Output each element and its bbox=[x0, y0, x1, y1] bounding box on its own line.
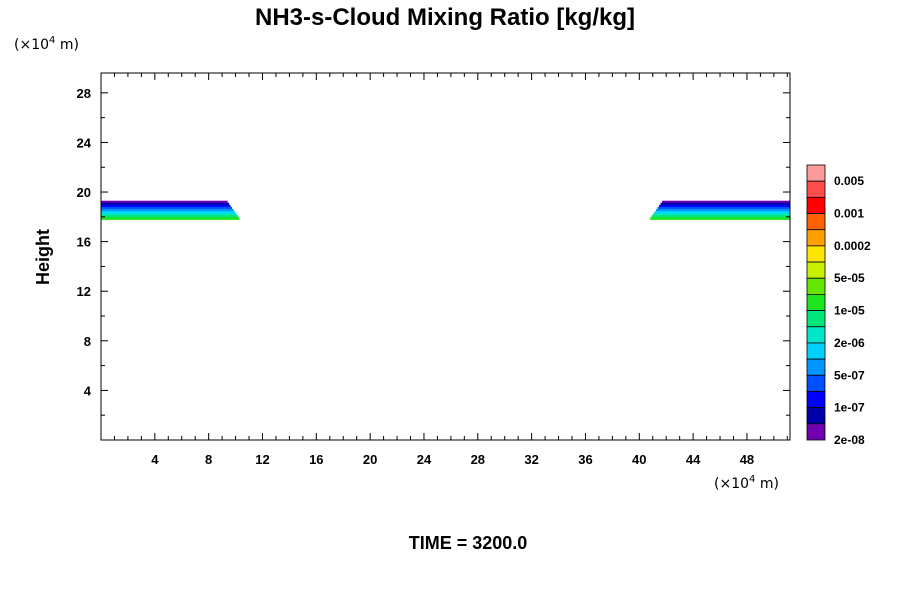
colorbar-swatch bbox=[806, 213, 826, 231]
cloud-band bbox=[657, 206, 790, 210]
colorbar-swatch bbox=[806, 358, 826, 376]
cloud-band bbox=[101, 204, 231, 208]
colorbar-swatch bbox=[806, 180, 826, 198]
cloud-region-left bbox=[101, 200, 240, 220]
colorbar-swatch bbox=[806, 196, 826, 214]
colorbar-swatch bbox=[806, 277, 826, 295]
cloud-band bbox=[101, 211, 236, 214]
colorbar-label: 0.001 bbox=[834, 207, 864, 221]
x-tick-label: 40 bbox=[632, 452, 646, 467]
y-tick-label: 28 bbox=[77, 86, 91, 101]
colorbar-swatch bbox=[806, 229, 826, 247]
colorbar-label: 0.0002 bbox=[834, 239, 871, 253]
y-axis-unit: (×104 m) bbox=[14, 35, 79, 53]
y-axis-label: Height bbox=[33, 229, 53, 285]
y-tick-label: 16 bbox=[77, 235, 91, 250]
colorbar-swatch bbox=[806, 261, 826, 279]
colorbar-swatch bbox=[806, 391, 826, 409]
colorbar-swatch bbox=[806, 294, 826, 311]
x-axis-unit: (×104 m) bbox=[714, 474, 779, 492]
x-tick-label: 28 bbox=[471, 452, 485, 467]
cloud-region-right bbox=[650, 200, 790, 220]
x-tick-label: 8 bbox=[205, 452, 212, 467]
colorbar-label: 5e-07 bbox=[834, 368, 865, 382]
x-tick-label: 4 bbox=[151, 452, 159, 467]
x-tick-label: 20 bbox=[363, 452, 377, 467]
cloud-band bbox=[654, 211, 790, 214]
colorbar-label: 2e-06 bbox=[834, 336, 865, 350]
colorbar-swatch bbox=[806, 245, 826, 263]
colorbar-swatch bbox=[806, 423, 826, 441]
colorbar-swatch bbox=[806, 374, 826, 392]
cloud-band bbox=[101, 200, 228, 204]
plot-frame bbox=[100, 72, 791, 441]
y-tick-label: 24 bbox=[77, 135, 92, 150]
cloud-band bbox=[660, 202, 790, 206]
colorbar-swatch bbox=[806, 326, 826, 344]
x-tick-label: 36 bbox=[578, 452, 592, 467]
chart-title: NH3-s-Cloud Mixing Ratio [kg/kg] bbox=[255, 4, 635, 31]
colorbar-swatch bbox=[806, 407, 826, 425]
colorbar-label: 5e-05 bbox=[834, 271, 865, 285]
x-tick-label: 16 bbox=[309, 452, 323, 467]
colorbar-swatch bbox=[806, 164, 826, 182]
cloud-band bbox=[662, 200, 790, 204]
colorbar-swatch bbox=[806, 342, 826, 360]
cloud-band bbox=[650, 217, 790, 220]
y-tick-label: 8 bbox=[84, 334, 91, 349]
x-tick-label: 32 bbox=[524, 452, 538, 467]
cloud-band bbox=[101, 217, 240, 220]
x-tick-label: 48 bbox=[740, 452, 754, 467]
y-tick-label: 12 bbox=[77, 284, 91, 299]
colorbar-label: 1e-07 bbox=[834, 401, 865, 415]
cloud-band bbox=[101, 215, 239, 218]
cloud-band bbox=[101, 202, 230, 206]
colorbar-swatch bbox=[806, 310, 826, 328]
cloud-band bbox=[101, 208, 234, 212]
cloud-band bbox=[651, 215, 790, 218]
colorbar: 0.005 0.001 0.0002 5e-05 1e-05 2e-06 5e-07 1e-0… bbox=[806, 164, 871, 447]
x-tick-label: 44 bbox=[686, 452, 701, 467]
colorbar-label: 0.005 bbox=[834, 174, 864, 188]
cloud-band bbox=[656, 208, 790, 212]
colorbar-label: 2e-08 bbox=[834, 433, 865, 447]
y-tick-label: 4 bbox=[84, 383, 92, 398]
time-label: TIME = 3200.0 bbox=[409, 533, 528, 553]
cloud-band bbox=[653, 213, 790, 216]
cloud-band bbox=[101, 213, 237, 216]
colorbar-label: 1e-05 bbox=[834, 304, 865, 318]
x-tick-label: 24 bbox=[417, 452, 432, 467]
y-tick-label: 20 bbox=[77, 185, 91, 200]
cloud-band bbox=[101, 206, 233, 210]
x-tick-label: 12 bbox=[255, 452, 269, 467]
cloud-band bbox=[659, 204, 790, 208]
